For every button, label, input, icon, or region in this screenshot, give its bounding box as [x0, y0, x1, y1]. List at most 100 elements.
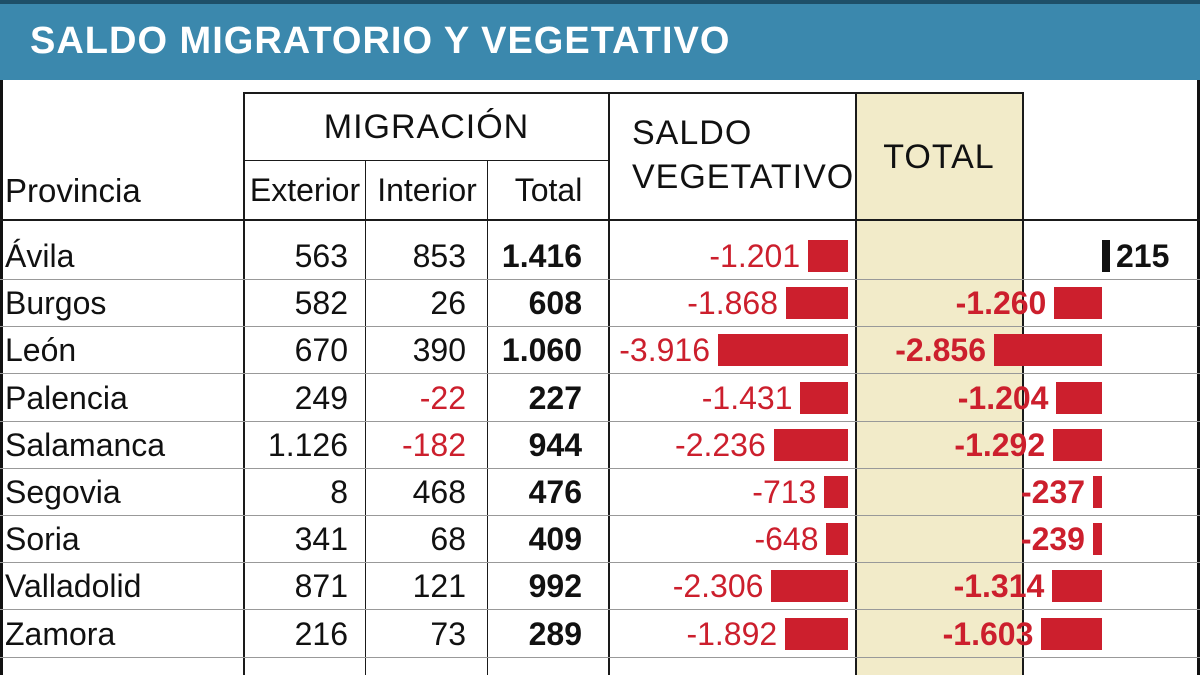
saldo-vegetativo-bar [771, 570, 848, 603]
row-divider [0, 656, 1200, 658]
migracion-subheader-rule [243, 160, 608, 161]
exterior-value: 563 [294, 238, 348, 274]
row-divider [0, 373, 1200, 375]
interior-value: 121 [412, 568, 466, 605]
migration-total-value: 608 [528, 285, 582, 322]
saldo-vegetativo-value: -1.868 [687, 285, 778, 322]
province-name: Segovia [5, 474, 121, 510]
column-divider [1022, 92, 1024, 675]
saldo-vegetativo-value: -1.431 [701, 379, 793, 416]
header-saldo-vegetativo-line2: VEGETATIVO [632, 158, 855, 196]
header-interior: Interior [377, 172, 477, 208]
row-divider [0, 326, 1200, 328]
saldo-vegetativo-value: -3.916 [619, 332, 710, 369]
row-divider [0, 420, 1200, 422]
saldo-total-value: -237 [1020, 474, 1086, 510]
saldo-vegetativo-bar [808, 240, 848, 272]
saldo-vegetativo-bar [800, 381, 848, 414]
row-divider [0, 467, 1200, 469]
interior-value: 26 [430, 285, 466, 322]
migration-total-value: 476 [528, 474, 582, 510]
header-total: Total [514, 172, 583, 208]
saldo-total-value: -1.603 [942, 615, 1034, 652]
migration-total-value: 289 [528, 615, 582, 652]
saldo-total-value: -1.292 [954, 426, 1046, 463]
header-migracion: MIGRACIÓN [323, 108, 530, 146]
exterior-value: 8 [330, 474, 348, 510]
saldo-total-bar [1054, 287, 1102, 320]
column-divider [243, 92, 245, 675]
exterior-value: 871 [294, 568, 348, 605]
saldo-total-value: -1.260 [955, 285, 1047, 322]
migration-total-value: 227 [528, 379, 582, 416]
saldo-total-value: -1.314 [953, 568, 1045, 605]
saldo-vegetativo-value: -1.201 [709, 238, 801, 274]
interior-value: -22 [419, 379, 466, 416]
header-top-rule [243, 92, 1022, 94]
saldo-vegetativo-value: -1.892 [686, 615, 778, 652]
table-frame [0, 80, 1200, 675]
title-bar: SALDO MIGRATORIO Y VEGETATIVO [0, 0, 1200, 80]
exterior-value: 341 [294, 521, 348, 558]
saldo-total-bar [1056, 381, 1102, 414]
migration-total-value: 1.060 [501, 332, 582, 369]
interior-value: 68 [430, 521, 466, 558]
exterior-value: 1.126 [267, 426, 348, 463]
saldo-vegetativo-bar [718, 334, 848, 367]
interior-value: -182 [401, 426, 466, 463]
header-exterior: Exterior [249, 172, 361, 208]
saldo-total-bar [1102, 240, 1111, 272]
header-total-general: TOTAL [883, 138, 995, 176]
saldo-total-bar [994, 334, 1102, 367]
saldo-vegetativo-value: -713 [752, 474, 817, 510]
exterior-value: 249 [294, 379, 348, 416]
row-divider [0, 515, 1200, 516]
saldo-vegetativo-bar [826, 523, 848, 556]
row-divider [0, 609, 1200, 611]
saldo-total-bar [1092, 523, 1102, 556]
province-name: Valladolid [5, 568, 142, 605]
province-name: Zamora [5, 615, 116, 652]
saldo-vegetativo-bar [785, 287, 848, 320]
row-divider [0, 279, 1200, 280]
column-divider [487, 160, 488, 675]
total-column-panel [856, 92, 1022, 675]
migration-total-value: 409 [528, 521, 582, 558]
saldo-vegetativo-bar [785, 617, 848, 650]
migration-total-value: 944 [528, 426, 582, 463]
saldo-vegetativo-value: -648 [754, 521, 819, 558]
province-name: Burgos [5, 285, 107, 322]
saldo-vegetativo-value: -2.236 [675, 426, 766, 463]
province-name: León [5, 332, 77, 369]
saldo-total-value: -1.204 [957, 379, 1049, 416]
header-bottom-rule [0, 219, 1200, 221]
saldo-total-bar [1093, 476, 1102, 508]
header-saldo-vegetativo-line1: SALDO [632, 114, 753, 152]
migration-total-value: 1.416 [501, 238, 582, 274]
province-name: Palencia [5, 379, 128, 416]
saldo-total-value: 215 [1116, 238, 1170, 274]
province-name: Ávila [5, 238, 75, 274]
interior-value: 390 [412, 332, 466, 369]
saldo-total-value: -2.856 [895, 332, 986, 369]
header-provincia: Provincia [5, 172, 141, 209]
column-divider [365, 160, 366, 675]
column-divider [855, 92, 857, 675]
chart-title: SALDO MIGRATORIO Y VEGETATIVO [30, 20, 731, 62]
exterior-value: 670 [294, 332, 348, 369]
exterior-value: 216 [294, 615, 348, 652]
exterior-value: 582 [294, 285, 348, 322]
saldo-total-value: -239 [1020, 521, 1085, 558]
saldo-total-bar [1053, 428, 1102, 461]
interior-value: 468 [412, 474, 466, 510]
interior-value: 73 [430, 615, 466, 652]
saldo-total-bar [1041, 617, 1102, 650]
saldo-vegetativo-bar [824, 476, 848, 508]
migration-total-value: 992 [528, 568, 582, 605]
row-divider [0, 562, 1200, 564]
saldo-total-bar [1052, 570, 1102, 603]
interior-value: 853 [412, 238, 466, 274]
province-name: Soria [5, 521, 80, 558]
saldo-vegetativo-bar [773, 428, 848, 461]
saldo-vegetativo-value: -2.306 [672, 568, 764, 605]
